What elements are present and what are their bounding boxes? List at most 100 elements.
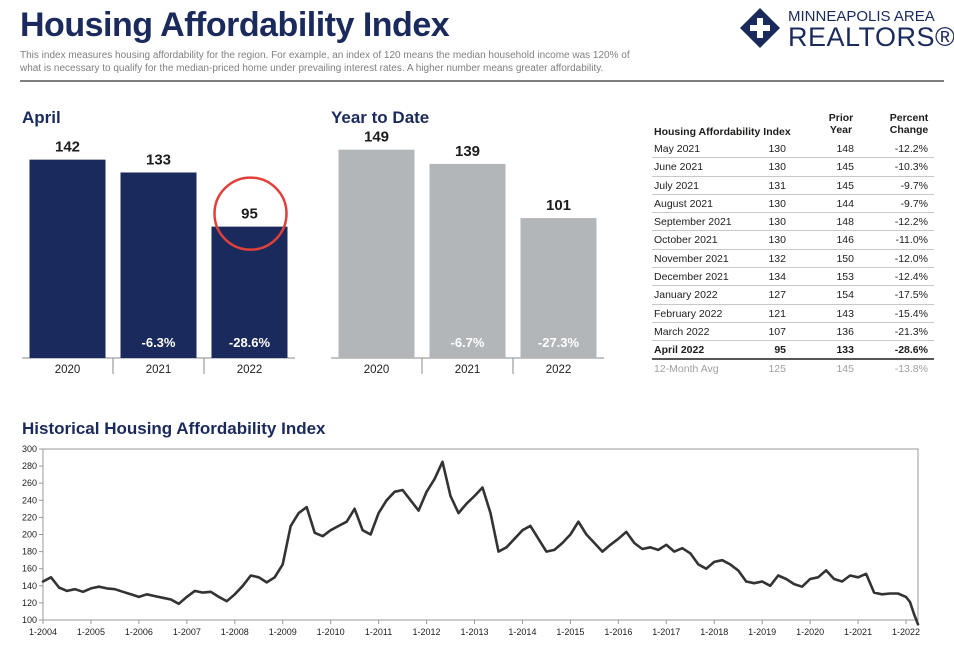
table-cell-percent-change: -28.6% — [894, 344, 928, 357]
y-tick-label: 120 — [22, 598, 37, 608]
april-bar-chart: 142 2020 133 -6.3% 2021 95 -28.6% 2022 — [22, 139, 295, 376]
table-cell-index: 130 — [768, 234, 786, 247]
table-cell-prior-year: 148 — [836, 216, 854, 229]
x-tick-label: 1-2009 — [269, 627, 297, 637]
logo-mark-icon — [740, 8, 780, 48]
table-cell-prior-year: 146 — [836, 234, 854, 247]
ytd-change-label: -27.3% — [538, 335, 580, 350]
ytd-value-label: 101 — [546, 197, 571, 214]
x-tick-label: 1-2015 — [556, 627, 584, 637]
y-tick-label: 180 — [22, 547, 37, 557]
april-highlight-circle — [213, 176, 288, 251]
table-cell-index: 125 — [768, 362, 786, 375]
header-divider — [20, 80, 944, 82]
table-cell-index: 95 — [774, 344, 786, 357]
table-row: April 2022 95 133 -28.6% — [652, 341, 934, 360]
table-row: October 2021 130 146 -11.0% — [652, 231, 934, 250]
table-row: June 2021 130 145 -10.3% — [652, 158, 934, 177]
table-cell-month: September 2021 — [654, 216, 732, 229]
realtors-logo: MINNEAPOLIS AREA REALTORS® — [738, 4, 954, 54]
table-cell-index: 132 — [768, 252, 786, 265]
table-cell-month: June 2021 — [654, 161, 704, 174]
ytd-category-label: 2021 — [455, 364, 481, 376]
y-tick-label: 300 — [22, 444, 37, 454]
table-cell-month: August 2021 — [654, 197, 713, 210]
ytd-bar-chart: 149 2020 139 -6.7% 2021 101 -27.3% 2022 — [331, 130, 604, 376]
april-change-label: -6.3% — [142, 335, 176, 350]
april-chart-title: April — [22, 108, 61, 127]
ytd-category-label: 2020 — [364, 364, 390, 376]
table-row: March 2022 107 136 -21.3% — [652, 323, 934, 342]
april-change-label: -28.6% — [229, 335, 271, 350]
y-tick-label: 140 — [22, 581, 37, 591]
y-tick-label: 220 — [22, 512, 37, 522]
table-row: February 2022 121 143 -15.4% — [652, 305, 934, 323]
april-value-label: 133 — [146, 151, 171, 168]
april-value-label: 95 — [241, 206, 258, 223]
table-row: November 2021 132 150 -12.0% — [652, 250, 934, 269]
logo-text-line-1: MINNEAPOLIS AREA — [788, 8, 935, 25]
table-cell-percent-change: -9.7% — [900, 197, 928, 210]
april-bar — [29, 159, 106, 358]
table-row: August 2021 130 144 -9.7% — [652, 195, 934, 214]
y-tick-label: 200 — [22, 530, 37, 540]
table-cell-month: April 2022 — [654, 344, 705, 357]
table-cell-prior-year: 143 — [836, 307, 854, 320]
table-cell-index: 130 — [768, 161, 786, 174]
x-tick-label: 1-2006 — [125, 627, 153, 637]
x-tick-label: 1-2019 — [748, 627, 776, 637]
table-cell-index: 131 — [768, 179, 786, 192]
table-cell-prior-year: 148 — [836, 143, 854, 155]
table-header-index: Housing Affordability Index — [654, 126, 791, 138]
table-cell-prior-year: 150 — [836, 252, 854, 265]
april-value-label: 142 — [55, 139, 80, 156]
table-cell-percent-change: -9.7% — [900, 179, 928, 192]
table-cell-percent-change: -12.4% — [894, 271, 928, 284]
table-cell-index: 130 — [768, 143, 786, 155]
table-cell-prior-year: 145 — [836, 161, 854, 174]
y-tick-label: 260 — [22, 478, 37, 488]
ytd-chart-title: Year to Date — [331, 108, 430, 127]
table-cell-percent-change: -10.3% — [894, 161, 928, 174]
table-cell-index: 127 — [768, 289, 786, 302]
x-tick-label: 1-2011 — [365, 627, 392, 637]
x-tick-label: 1-2018 — [700, 627, 728, 637]
y-tick-label: 280 — [22, 461, 37, 471]
x-tick-label: 1-2014 — [508, 627, 536, 637]
table-cell-percent-change: -11.0% — [895, 234, 929, 247]
x-tick-label: 1-2008 — [221, 627, 249, 637]
table-cell-percent-change: -12.0% — [894, 252, 928, 265]
table-cell-month: December 2021 — [654, 271, 729, 284]
table-body: May 2021 130 148 -12.2% June 2021 130 145 -10.3… — [652, 140, 934, 378]
page-title: Housing Affordability Index — [20, 6, 450, 44]
table-cell-index: 107 — [768, 325, 786, 338]
description-line-2: what is necessary to qualify for the med… — [20, 63, 604, 74]
table-cell-month: October 2021 — [654, 234, 718, 247]
april-bar — [120, 172, 197, 358]
table-row: December 2021 134 153 -12.4% — [652, 268, 934, 287]
ytd-category-label: 2022 — [546, 364, 572, 376]
historical-chart-title: Historical Housing Affordability Index — [22, 419, 326, 438]
april-category-label: 2020 — [55, 364, 81, 376]
table-cell-month: November 2021 — [654, 252, 729, 265]
table-cell-percent-change: -15.4% — [894, 307, 928, 320]
table-cell-prior-year: 145 — [836, 362, 854, 375]
table-cell-prior-year: 136 — [836, 325, 854, 338]
table-cell-prior-year: 145 — [836, 179, 854, 192]
x-tick-label: 1-2022 — [892, 627, 920, 637]
page-description: This index measures housing affordabilit… — [20, 49, 660, 75]
table-row: July 2021 131 145 -9.7% — [652, 177, 934, 195]
description-line-1: This index measures housing affordabilit… — [20, 50, 630, 61]
table-cell-prior-year: 153 — [836, 271, 854, 284]
x-tick-label: 1-2017 — [652, 627, 680, 637]
table-row-12-month-avg: 12-Month Avg 125 145 -13.8% — [652, 360, 934, 378]
x-tick-label: 1-2004 — [29, 627, 57, 637]
april-category-label: 2021 — [146, 364, 172, 376]
ytd-bar — [338, 149, 415, 358]
affordability-table: Housing Affordability Index Prior Year P… — [652, 110, 934, 378]
table-header-prior-year: Prior Year — [828, 112, 854, 136]
table-cell-percent-change: -12.2% — [894, 216, 928, 229]
line-chart-frame — [42, 448, 919, 621]
table-cell-month: January 2022 — [654, 289, 718, 302]
table-row: September 2021 130 148 -12.2% — [652, 213, 934, 232]
